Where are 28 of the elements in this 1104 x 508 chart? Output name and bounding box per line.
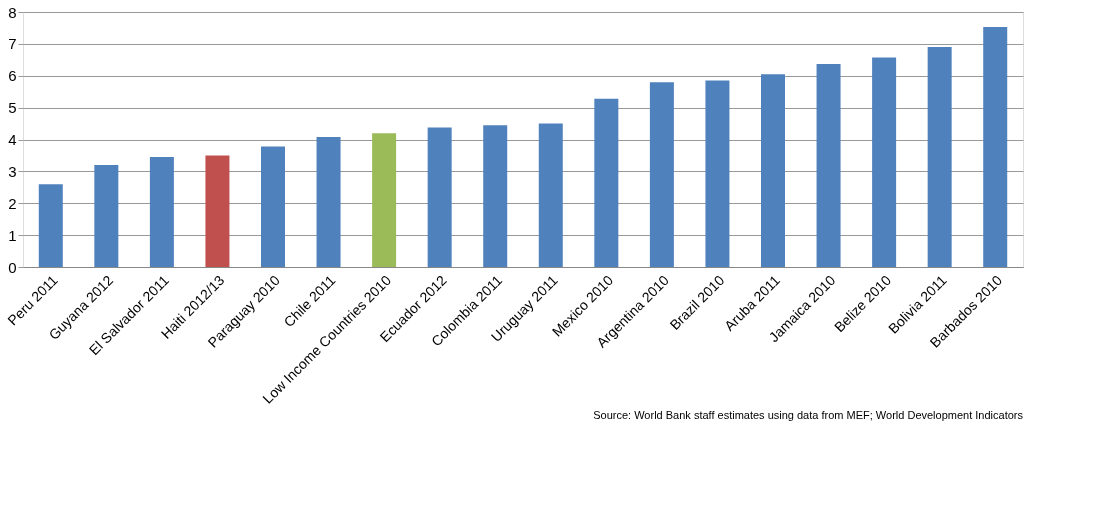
bar <box>38 184 63 267</box>
bar <box>983 26 1008 267</box>
y-tick-label: 6 <box>8 67 17 85</box>
y-tick-label: 5 <box>8 99 17 117</box>
bar <box>816 63 841 267</box>
y-tick-label: 8 <box>8 3 17 21</box>
bar <box>94 165 119 267</box>
bar <box>705 80 730 267</box>
y-tick-label: 7 <box>8 35 17 53</box>
bar <box>927 47 952 267</box>
bar <box>649 82 674 267</box>
bar <box>372 133 397 267</box>
y-tick-label: 3 <box>8 162 17 180</box>
bar <box>261 146 285 267</box>
bar <box>872 57 897 267</box>
bar <box>538 123 563 267</box>
y-tick-label: 2 <box>8 194 17 212</box>
bar <box>149 157 174 267</box>
y-tick-label: 4 <box>8 131 17 148</box>
bar <box>761 74 785 267</box>
bar <box>205 155 230 267</box>
y-tick-label: 1 <box>8 226 17 244</box>
bar <box>483 125 508 267</box>
y-tick-label: 0 <box>8 258 17 276</box>
bar <box>594 98 619 267</box>
bar <box>316 136 341 267</box>
source-note: Source: World Bank staff estimates using data from MEF; World Development Indicators <box>593 409 1024 422</box>
bar <box>427 127 452 267</box>
